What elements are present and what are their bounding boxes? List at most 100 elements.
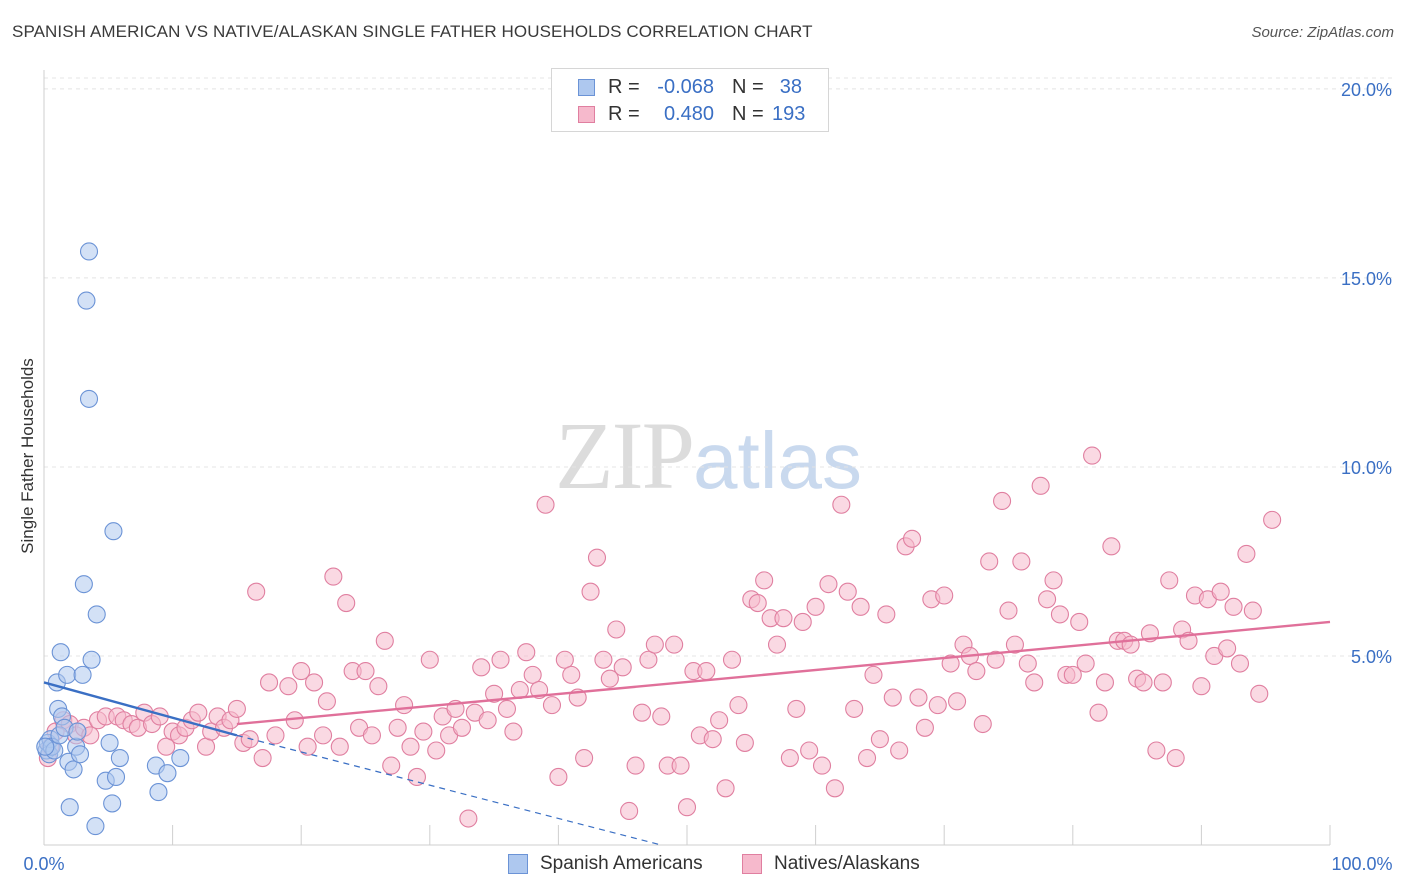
- point-native-alaskan: [1018, 654, 1037, 673]
- point-native-alaskan: [1134, 673, 1153, 692]
- legend-r-label: R =: [608, 76, 640, 98]
- point-native-alaskan: [189, 703, 208, 722]
- point-native-alaskan: [504, 722, 523, 741]
- point-native-alaskan: [948, 692, 967, 711]
- point-native-alaskan: [427, 741, 446, 760]
- correlation-legend: R = -0.068 N = 38 R = 0.480 N = 193: [551, 68, 829, 132]
- point-native-alaskan: [607, 620, 626, 639]
- point-native-alaskan: [652, 707, 671, 726]
- point-native-alaskan: [645, 635, 664, 654]
- legend-swatch-spanish: [578, 79, 595, 96]
- point-native-alaskan: [1218, 639, 1237, 658]
- point-spanish-american: [82, 650, 101, 669]
- point-native-alaskan: [665, 635, 684, 654]
- point-native-alaskan: [555, 650, 574, 669]
- point-spanish-american: [58, 665, 77, 684]
- point-native-alaskan: [452, 718, 472, 737]
- point-native-alaskan: [485, 684, 504, 703]
- point-native-alaskan: [909, 688, 928, 707]
- point-native-alaskan: [581, 582, 600, 601]
- point-native-alaskan: [478, 711, 497, 730]
- point-native-alaskan: [832, 495, 851, 514]
- point-native-alaskan: [279, 677, 298, 696]
- point-native-alaskan: [1237, 544, 1256, 563]
- point-native-alaskan: [1250, 684, 1269, 703]
- point-native-alaskan: [1147, 741, 1166, 760]
- point-native-alaskan: [729, 696, 748, 715]
- point-native-alaskan: [890, 741, 909, 760]
- point-native-alaskan: [356, 662, 375, 681]
- point-native-alaskan: [999, 601, 1018, 620]
- point-native-alaskan: [330, 737, 349, 756]
- point-native-alaskan: [362, 726, 381, 745]
- point-native-alaskan: [1166, 748, 1185, 768]
- legend-n-value: 38: [779, 76, 802, 98]
- bottom-legend-swatch-spanish: [508, 854, 528, 874]
- point-native-alaskan: [639, 650, 658, 669]
- legend-n-label: N =: [732, 103, 764, 125]
- point-spanish-american: [60, 798, 79, 817]
- point-native-alaskan: [735, 733, 754, 752]
- point-spanish-american: [73, 665, 92, 684]
- point-native-alaskan: [620, 801, 639, 821]
- point-native-alaskan: [722, 650, 742, 669]
- point-native-alaskan: [632, 703, 652, 722]
- point-native-alaskan: [253, 748, 272, 768]
- point-native-alaskan: [375, 631, 394, 650]
- point-native-alaskan: [1224, 597, 1243, 616]
- legend-row-spanish: R = -0.068 N = 38: [552, 74, 828, 100]
- point-native-alaskan: [980, 552, 999, 571]
- point-spanish-american: [64, 760, 83, 779]
- point-native-alaskan: [1095, 673, 1114, 692]
- legend-swatch-natives: [578, 106, 595, 123]
- point-spanish-american: [70, 745, 90, 764]
- point-native-alaskan: [395, 696, 414, 715]
- point-native-alaskan: [1153, 673, 1172, 692]
- watermark: ZIPatlas: [555, 400, 862, 511]
- point-native-alaskan: [562, 665, 581, 684]
- point-spanish-american: [79, 242, 99, 261]
- point-native-alaskan: [196, 737, 216, 756]
- point-native-alaskan: [549, 767, 568, 787]
- point-native-alaskan: [1211, 582, 1230, 601]
- point-spanish-american: [106, 767, 126, 787]
- point-spanish-american: [36, 737, 55, 756]
- legend-n-label: N =: [732, 76, 764, 98]
- point-spanish-american: [79, 389, 99, 408]
- point-native-alaskan: [1063, 665, 1082, 684]
- bottom-legend-label-spanish: Spanish Americans: [540, 853, 703, 874]
- point-native-alaskan: [870, 730, 889, 749]
- point-native-alaskan: [806, 597, 825, 616]
- point-native-alaskan: [928, 696, 947, 715]
- point-native-alaskan: [613, 658, 632, 677]
- point-spanish-american: [104, 522, 123, 541]
- y-tick-label: 10.0%: [1341, 458, 1392, 478]
- point-native-alaskan: [1012, 552, 1031, 571]
- point-native-alaskan: [993, 491, 1012, 511]
- point-native-alaskan: [157, 737, 176, 756]
- point-native-alaskan: [716, 779, 735, 798]
- point-native-alaskan: [877, 605, 896, 624]
- point-native-alaskan: [812, 756, 832, 775]
- point-spanish-american: [74, 575, 93, 594]
- point-native-alaskan: [819, 575, 838, 594]
- point-native-alaskan: [697, 662, 716, 681]
- point-native-alaskan: [838, 582, 857, 601]
- trend-line-spanish: [43, 681, 238, 737]
- point-native-alaskan: [292, 662, 311, 681]
- x-tick-label: 100.0%: [1331, 854, 1392, 874]
- point-native-alaskan: [1089, 703, 1108, 722]
- point-native-alaskan: [1102, 537, 1121, 556]
- point-spanish-american: [100, 733, 119, 752]
- point-native-alaskan: [1038, 590, 1057, 609]
- point-native-alaskan: [1243, 601, 1262, 620]
- point-spanish-american: [110, 748, 129, 768]
- point-native-alaskan: [626, 756, 645, 775]
- point-spanish-american: [51, 643, 70, 662]
- y-axis-label: Single Father Households: [18, 358, 37, 554]
- point-native-alaskan: [1076, 654, 1095, 673]
- point-native-alaskan: [677, 798, 697, 817]
- y-tick-label: 15.0%: [1341, 269, 1392, 289]
- point-native-alaskan: [542, 696, 562, 715]
- point-native-alaskan: [600, 669, 619, 688]
